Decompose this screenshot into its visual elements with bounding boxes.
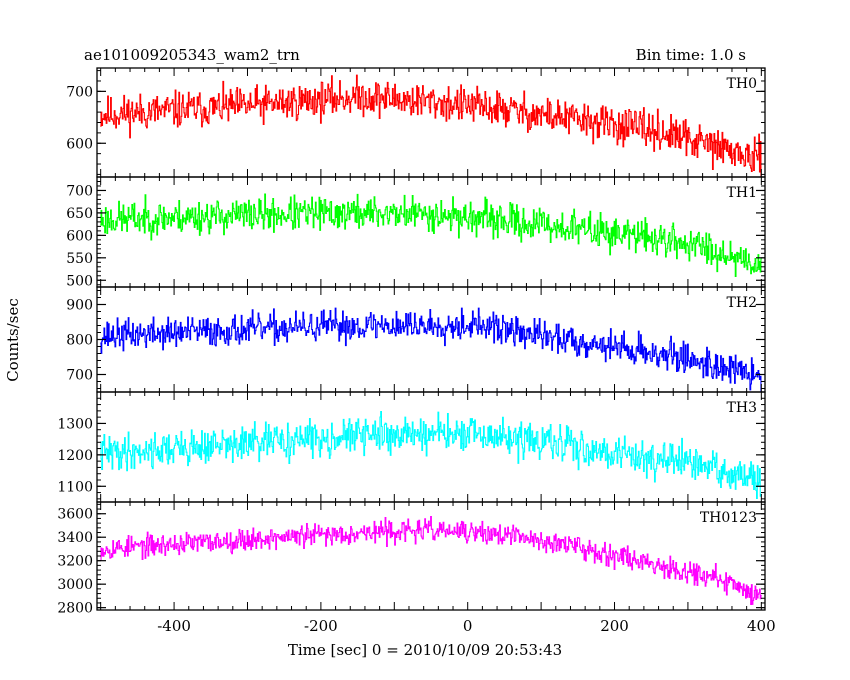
panel-label-th3: TH3 — [727, 400, 757, 416]
y-tick-label: 800 — [66, 333, 93, 349]
x-tick-label: 200 — [600, 617, 629, 635]
series-th2-line — [100, 307, 762, 392]
x-tick-label: 0 — [463, 617, 473, 635]
panel-label-th0: TH0 — [727, 76, 757, 92]
chart-title-left: ae101009205343_wam2_trn — [84, 46, 300, 64]
panel-th0123: 2800 3000 3200 3400 3600 TH0123 — [57, 501, 766, 617]
panel-th1: 500 550 600 650 700 TH1 — [66, 176, 766, 289]
series-th0123-line — [100, 516, 762, 605]
y-tick-label: 2800 — [57, 601, 93, 617]
panel-th0: 600 700 TH0 — [66, 67, 766, 178]
y-tick-label: 1200 — [57, 448, 93, 464]
y-tick-label: 650 — [66, 206, 93, 222]
panel-th3: 1100 1200 1300 TH3 — [57, 391, 766, 503]
y-tick-label: 700 — [66, 84, 93, 100]
y-tick-label: 500 — [66, 273, 93, 289]
chart-title-right: Bin time: 1.0 s — [636, 46, 746, 64]
y-axis-label: Counts/sec — [4, 298, 22, 382]
series-th1-line — [100, 193, 762, 278]
x-tick-label: -400 — [157, 617, 191, 635]
y-tick-label: 3400 — [57, 530, 93, 546]
panel-label-th0123: TH0123 — [700, 510, 757, 526]
panel-th2: 700 800 900 TH2 — [66, 286, 766, 393]
x-tick-label: 400 — [747, 617, 776, 635]
x-tick-label: -200 — [304, 617, 338, 635]
y-tick-label: 3200 — [57, 554, 93, 570]
panel-frame — [96, 67, 766, 178]
panel-label-th2: TH2 — [727, 295, 757, 311]
series-th0-line — [100, 74, 762, 177]
y-tick-label: 900 — [66, 298, 93, 314]
y-tick-label: 600 — [66, 136, 93, 152]
y-tick-label: 700 — [66, 368, 93, 384]
series-th3-line — [100, 411, 762, 500]
y-tick-label: 3000 — [57, 577, 93, 593]
panels-group: 600 700 TH0 500 550 600 650 700 TH1 700 800 900 TH2 1… — [57, 67, 766, 617]
x-axis: -400 -200 0 200 400 — [157, 617, 775, 635]
y-tick-label: 3600 — [57, 507, 93, 523]
y-tick-label: 1100 — [57, 479, 93, 495]
y-tick-label: 700 — [66, 183, 93, 199]
y-tick-label: 1300 — [57, 416, 93, 432]
y-tick-label: 600 — [66, 228, 93, 244]
panel-label-th1: TH1 — [727, 185, 757, 201]
x-axis-label: Time [sec] 0 = 2010/10/09 20:53:43 — [288, 641, 562, 659]
y-tick-label: 550 — [66, 251, 93, 267]
